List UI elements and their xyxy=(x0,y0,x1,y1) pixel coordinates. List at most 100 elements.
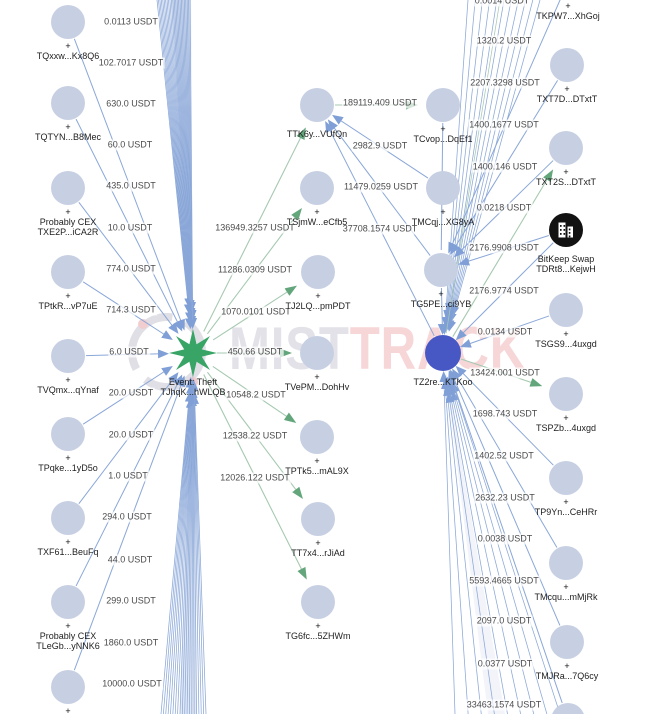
amount-label: 0.0038 USDT xyxy=(476,533,534,545)
expand-plus-icon[interactable]: + xyxy=(563,497,569,507)
node-label-line: TDRt8...KejwH xyxy=(536,264,596,274)
expand-plus-icon[interactable]: + xyxy=(65,453,71,463)
expand-plus-icon[interactable]: + xyxy=(65,41,71,51)
bundle-edge xyxy=(162,385,191,714)
amount-label: 10000.0 USDT xyxy=(101,678,163,690)
expand-plus-icon[interactable]: + xyxy=(65,375,71,385)
address-node-K4[interactable] xyxy=(549,213,583,247)
address-node-L7[interactable] xyxy=(51,501,85,535)
expand-plus-icon[interactable]: + xyxy=(314,207,320,217)
address-node-L3[interactable] xyxy=(51,171,85,205)
address-node-R1[interactable] xyxy=(426,88,460,122)
expand-plus-icon[interactable]: + xyxy=(315,538,321,548)
address-node-K10[interactable] xyxy=(551,703,585,714)
amount-label: 0.0014 USDT xyxy=(473,0,531,7)
bundle-edge xyxy=(165,390,194,714)
expand-plus-icon[interactable]: + xyxy=(315,621,321,631)
node-label-line: TG6fc...5ZHWm xyxy=(285,631,351,641)
node-label: + Probably CEX TXE2P...iCA2R xyxy=(38,207,99,238)
expand-plus-icon[interactable]: + xyxy=(65,706,71,714)
amount-label: 2176.9774 USDT xyxy=(468,285,540,297)
bundle-edge xyxy=(186,389,193,714)
expand-plus-icon[interactable]: + xyxy=(315,291,321,301)
expand-plus-icon[interactable]: + xyxy=(563,582,569,592)
amount-label: 12538.22 USDT xyxy=(221,430,289,442)
address-node-R2[interactable] xyxy=(426,171,460,205)
address-node-K7[interactable] xyxy=(549,461,583,495)
bundle-edge xyxy=(169,0,191,309)
node-label-line: TXT2S...DTxtT xyxy=(535,177,597,187)
address-node-M3[interactable] xyxy=(301,255,335,289)
amount-label: 0.0377 USDT xyxy=(476,658,534,670)
expand-plus-icon[interactable]: + xyxy=(65,537,71,547)
node-label: + TQxxw...Kx8Q6 xyxy=(37,41,100,62)
bundle-edge xyxy=(189,0,194,321)
amount-label: 2176.9908 USDT xyxy=(468,242,540,254)
node-label-line: TJhqK...hWLQB xyxy=(160,387,226,397)
expand-plus-icon[interactable]: + xyxy=(440,124,446,134)
bundle-edge xyxy=(448,375,548,714)
amount-label: 60.0 USDT xyxy=(106,139,154,151)
address-node-K8[interactable] xyxy=(549,546,583,580)
node-label: + TP9Yn...CeHRr xyxy=(535,497,598,518)
expand-plus-icon[interactable]: + xyxy=(65,122,71,132)
address-node-M2[interactable] xyxy=(300,171,334,205)
node-label-line: TVQmx...qYnaf xyxy=(37,385,99,395)
amount-label: 0.0113 USDT xyxy=(103,16,159,28)
expand-plus-icon[interactable]: + xyxy=(65,207,71,217)
node-label-line: TG5PE...ci9YB xyxy=(410,299,472,309)
node-label: + TG5PE...ci9YB xyxy=(410,289,472,310)
transfer-edge xyxy=(452,169,554,337)
address-node-L5[interactable] xyxy=(51,339,85,373)
bundle-edge xyxy=(193,379,207,714)
address-node-K3[interactable] xyxy=(549,131,583,165)
node-label: + TMcqu...mMjRk xyxy=(535,582,598,603)
building-window xyxy=(563,233,566,235)
address-node-R3[interactable] xyxy=(424,253,458,287)
address-node-L4[interactable] xyxy=(51,255,85,289)
amount-label: 11479.0259 USDT xyxy=(343,181,419,193)
expand-plus-icon[interactable]: + xyxy=(564,661,570,671)
bundle-edge xyxy=(178,0,192,311)
address-node-M6[interactable] xyxy=(301,502,335,536)
expand-plus-icon[interactable]: + xyxy=(565,1,571,11)
expand-plus-icon[interactable]: + xyxy=(564,84,570,94)
address-node-K2[interactable] xyxy=(550,48,584,82)
expand-plus-icon[interactable]: + xyxy=(438,289,444,299)
expand-plus-icon[interactable]: + xyxy=(563,167,569,177)
bundle-edge xyxy=(179,388,196,714)
building-window xyxy=(568,235,571,238)
expand-plus-icon[interactable]: + xyxy=(314,456,320,466)
expand-plus-icon[interactable]: + xyxy=(563,413,569,423)
star-shape xyxy=(169,329,217,377)
expand-plus-icon[interactable]: + xyxy=(563,329,569,339)
address-node-K6[interactable] xyxy=(549,377,583,411)
address-node-K5[interactable] xyxy=(549,293,583,327)
address-node-L9[interactable] xyxy=(51,670,85,704)
address-node-K9[interactable] xyxy=(550,625,584,659)
node-label: + TVePM...DohHv xyxy=(285,372,350,393)
expand-plus-icon[interactable]: + xyxy=(65,621,71,631)
address-node-M5[interactable] xyxy=(300,420,334,454)
bundle-edge xyxy=(165,0,194,310)
amount-label: 714.3 USDT xyxy=(105,304,157,316)
address-node-L6[interactable] xyxy=(51,417,85,451)
node-label-line: TSPZb...4uxgd xyxy=(535,423,597,433)
bundle-edge xyxy=(177,383,193,714)
address-node-M4[interactable] xyxy=(300,336,334,370)
address-node-M7[interactable] xyxy=(301,585,335,619)
address-node-M1[interactable] xyxy=(300,88,334,122)
address-node-L8[interactable] xyxy=(51,585,85,619)
expand-plus-icon[interactable]: + xyxy=(314,372,320,382)
node-label: BitKeep Swap TDRt8...KejwH xyxy=(536,254,596,274)
address-node-L2[interactable] xyxy=(51,86,85,120)
address-node-L1[interactable] xyxy=(51,5,85,39)
amount-label: 44.0 USDT xyxy=(106,554,154,566)
address-node-HUB[interactable] xyxy=(425,335,461,371)
expand-plus-icon[interactable]: + xyxy=(440,207,446,217)
expand-plus-icon[interactable]: + xyxy=(65,291,71,301)
node-label: + TPtkR...vP7uE xyxy=(38,291,97,312)
event-theft-star-node[interactable] xyxy=(167,327,219,379)
node-label-line: TSjmW...eCfb5 xyxy=(286,217,348,227)
